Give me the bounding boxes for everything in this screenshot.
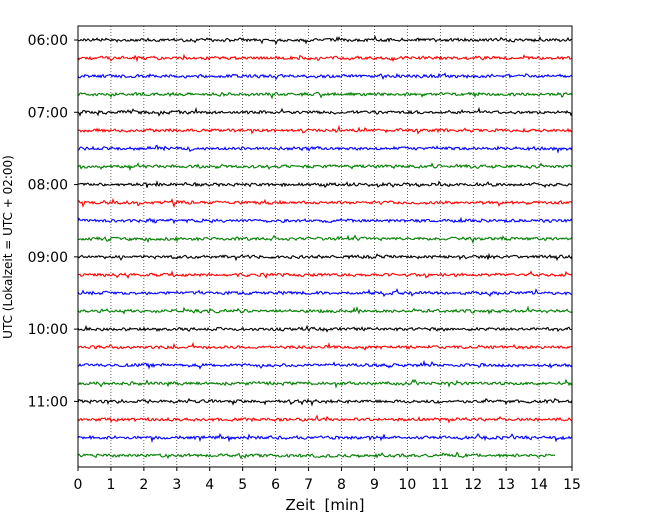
x-tick-label: 1 [106,477,115,493]
trace-0845 [77,234,573,245]
y-tick-label: 09:00 [28,250,68,266]
y-tick-label: 08:00 [28,178,68,194]
trace-0945 [77,305,573,315]
trace-0800 [77,179,573,189]
trace-0645 [77,91,573,100]
trace-0745 [77,162,573,172]
seismic-traces [77,34,573,460]
trace-0900 [77,252,573,262]
trace-0815 [77,197,573,209]
x-axis-label: Zeit [min] [285,496,364,514]
x-tick-label: 14 [530,477,548,493]
x-tick-label: 12 [464,477,482,493]
y-tick-label: 11:00 [28,394,68,410]
x-tick-label: 2 [139,477,148,493]
plot-frame [77,25,573,468]
y-tick-label: 07:00 [28,105,68,121]
trace-1000 [77,324,573,333]
x-tick-label: 5 [238,477,247,493]
x-tick-label: 10 [398,477,416,493]
trace-0715 [77,124,573,135]
y-tick-label: 06:00 [28,33,68,49]
x-tick-label: 9 [370,477,379,493]
x-tick-label: 4 [205,477,214,493]
trace-1015 [77,341,573,351]
x-tick-label: 13 [497,477,515,493]
trace-1100 [77,397,573,407]
y-axis-label: UTC (Lokalzeit = UTC + 02:00) [1,155,15,339]
x-tick-label: 3 [172,477,181,493]
trace-0600 [77,34,573,46]
x-tick-label: 6 [271,477,280,493]
trace-1030 [77,359,573,370]
x-tick-label: 15 [563,477,581,493]
trace-0930 [77,288,573,298]
trace-1115 [77,414,573,424]
y-tick-label: 10:00 [28,322,68,338]
x-axis: 0 1 2 3 4 5 6 7 8 9 10 11 12 13 14 15 [74,467,581,493]
trace-1130 [77,432,573,444]
x-tick-label: 7 [304,477,313,493]
trace-0915 [77,270,573,280]
trace-0730 [77,144,573,154]
trace-0830 [77,216,573,225]
trace-0700 [77,106,573,117]
x-tick-label: 0 [74,477,83,493]
x-tick-label: 8 [337,477,346,493]
trace-1145 [77,451,556,460]
trace-1045 [77,378,573,389]
plot-area [78,26,572,467]
y-axis: 06:00 07:00 08:00 09:00 10:00 11:00 [28,33,78,410]
trace-0615 [77,53,573,63]
trace-0630 [77,72,573,81]
x-tick-label: 11 [431,477,449,493]
